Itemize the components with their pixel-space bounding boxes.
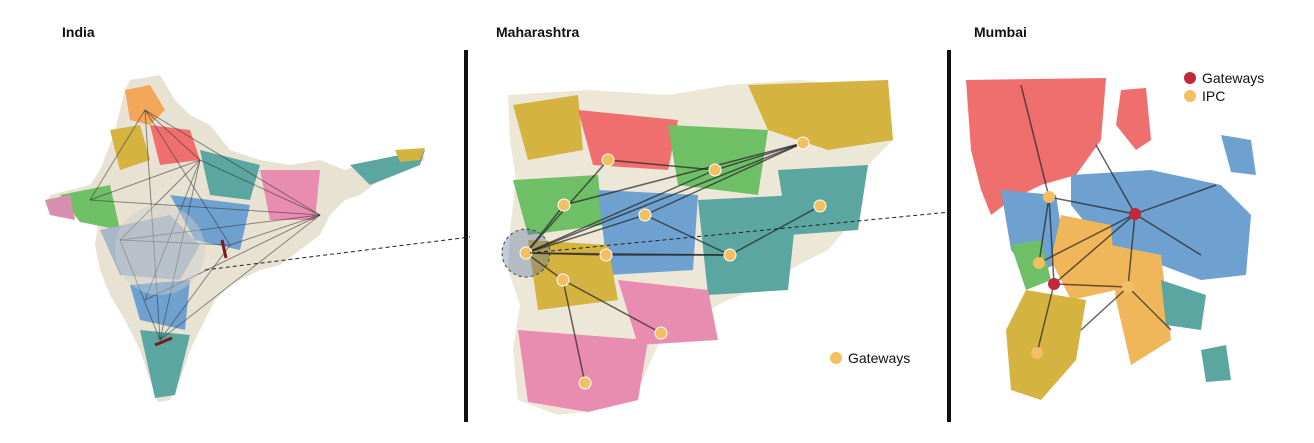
mumbai-panel-title: Mumbai bbox=[974, 24, 1027, 40]
gateway-marker bbox=[708, 163, 722, 177]
region-south-yellow bbox=[1006, 290, 1086, 400]
gateway-marker bbox=[599, 248, 613, 262]
region-south-teal bbox=[140, 330, 190, 398]
gateway-marker bbox=[1048, 278, 1060, 290]
region-kutch-pink bbox=[45, 195, 75, 220]
region-teal-2 bbox=[1201, 345, 1231, 382]
region-karnataka-blue bbox=[130, 280, 190, 330]
region-central-green bbox=[668, 125, 768, 195]
region-north-red-2 bbox=[1116, 88, 1151, 150]
mumbai-region-fills bbox=[966, 78, 1256, 400]
gateway-marker bbox=[638, 208, 652, 222]
gateway-marker bbox=[796, 136, 810, 150]
region-nashik-red bbox=[578, 110, 678, 170]
region-konkan-yellow bbox=[528, 240, 618, 310]
region-gujarat-green bbox=[60, 185, 120, 230]
gateway-marker bbox=[556, 273, 570, 287]
legend-label: Gateways bbox=[848, 350, 911, 366]
region-central-blue bbox=[1071, 170, 1251, 280]
panel-divider-left bbox=[464, 50, 468, 422]
gateway-marker bbox=[578, 376, 592, 390]
maharashtra-highlight-circle bbox=[115, 205, 205, 295]
region-bihar-teal bbox=[200, 150, 260, 200]
region-east-teal bbox=[778, 165, 868, 235]
legend-label: IPC bbox=[1202, 88, 1226, 104]
region-vidarbha-yellow bbox=[748, 80, 893, 150]
region-orange bbox=[1051, 215, 1116, 300]
gateway-swatch bbox=[1184, 72, 1196, 84]
region-east-orange bbox=[1111, 245, 1171, 365]
gateway-marker bbox=[723, 248, 737, 262]
mumbai-legend-gateways: Gateways bbox=[1184, 70, 1264, 86]
legend-label: Gateways bbox=[1202, 70, 1265, 86]
gateway-marker bbox=[654, 326, 668, 340]
maharashtra-network-map bbox=[501, 80, 893, 415]
mumbai-link-lines bbox=[1020, 84, 1217, 354]
ipc-marker bbox=[1122, 281, 1134, 293]
mumbai-node-markers bbox=[1031, 191, 1141, 359]
india-network-map bbox=[45, 75, 425, 402]
region-north-orange bbox=[125, 85, 165, 125]
india-panel-title: India bbox=[62, 24, 95, 40]
ipc-marker bbox=[1033, 257, 1045, 269]
region-maharashtra bbox=[100, 215, 200, 280]
ipc-swatch bbox=[1184, 90, 1196, 102]
maharashtra-legend-gateways: Gateways bbox=[830, 350, 910, 366]
gateway-swatch bbox=[830, 352, 842, 364]
region-punjab-yellow bbox=[110, 125, 150, 170]
mumbai-legend-ipc: IPC bbox=[1184, 88, 1225, 104]
gateway-marker bbox=[813, 199, 827, 213]
region-teal bbox=[1161, 280, 1206, 330]
region-solapur-pink bbox=[618, 280, 718, 345]
maharashtra-panel-title: Maharashtra bbox=[496, 24, 580, 40]
ipc-marker bbox=[1043, 191, 1055, 203]
gateway-marker bbox=[519, 246, 533, 260]
gateway-marker bbox=[1129, 208, 1141, 220]
region-northeast-yellow bbox=[395, 148, 425, 162]
india-region-fills bbox=[45, 75, 425, 402]
mumbai-network-map bbox=[966, 78, 1256, 400]
region-bengal-pink bbox=[260, 170, 320, 220]
ipc-marker bbox=[1031, 347, 1043, 359]
gateway-marker bbox=[557, 198, 571, 212]
region-east-blue bbox=[1221, 135, 1256, 175]
gateway-marker bbox=[601, 153, 615, 167]
region-north-yellow bbox=[513, 95, 583, 160]
